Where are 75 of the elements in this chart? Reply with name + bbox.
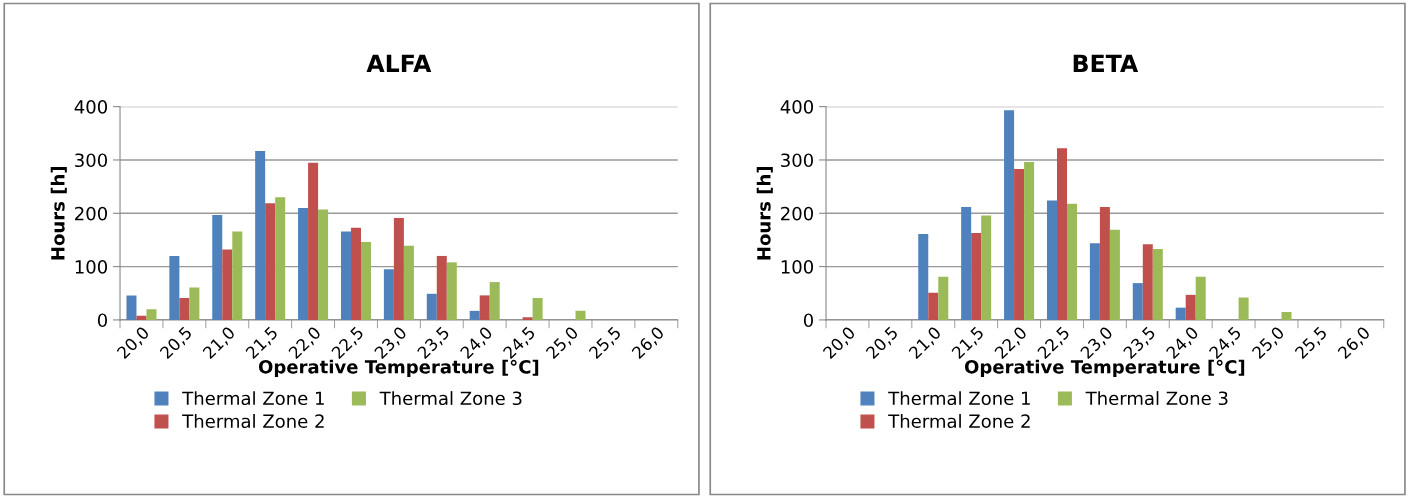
bar [383,269,394,320]
bar [436,255,447,320]
bar [426,293,437,320]
bar [1195,276,1206,320]
bar [1066,203,1077,320]
x-axis-title: Operative Temperature [°C] [964,359,1245,378]
bar [1056,148,1067,320]
bar [1109,229,1120,320]
bar [340,231,351,320]
bar [961,206,972,320]
bar [1014,169,1025,320]
bar [222,249,233,320]
bar [350,227,361,320]
bar [1238,297,1249,320]
bar [265,203,276,320]
legend-label: Thermal Zone 1 [888,391,1030,406]
bar [1132,283,1143,320]
bar [308,162,319,320]
bar [469,310,480,320]
bar [1281,311,1292,320]
bar [136,315,147,320]
bar [298,207,309,320]
bar [928,292,939,320]
legend-label: Thermal Zone 3 [1085,391,1228,406]
bar [1152,249,1163,320]
bar [212,214,223,320]
y-tick-label: 400 [780,100,814,114]
bar [232,231,243,320]
y-tick-label: 0 [803,313,814,328]
y-tick-label: 100 [75,260,108,274]
bar [360,242,371,320]
bar [479,295,490,320]
chart-title: ALFA [366,54,432,72]
y-axis-title: Hours [h] [50,167,67,260]
y-tick-label: 0 [97,313,108,328]
bar [981,215,992,320]
bar [446,262,457,320]
bar [189,287,200,320]
legend-label: Thermal Zone 3 [379,391,522,406]
bar [1089,243,1100,320]
bar [255,150,266,320]
bar [918,234,929,320]
bar [403,245,414,320]
bar [169,255,180,320]
legend-label: Thermal Zone 1 [182,391,324,406]
y-tick-label: 200 [75,206,108,221]
bar [1142,244,1153,320]
legend-label: Thermal Zone 2 [888,414,1030,428]
x-axis-title: Operative Temperature [°C] [258,359,539,378]
bar [1099,206,1110,320]
y-tick-label: 200 [781,206,814,221]
legend-label: Thermal Zone 2 [182,414,324,428]
y-tick-label: 400 [74,100,108,114]
bar [146,309,157,320]
bar [489,282,500,320]
bar [393,218,404,320]
bar [1175,307,1186,320]
bar [318,209,329,320]
y-axis-title: Hours [h] [756,167,773,260]
chart-title: BETA [1073,54,1139,72]
y-tick-label: 300 [75,153,108,168]
bar [938,276,949,320]
bar [1004,110,1015,320]
bar [1046,200,1057,320]
bar [179,298,190,320]
bar [1185,294,1196,320]
bar [532,298,543,320]
bar [1024,162,1035,320]
bar [971,233,982,320]
y-tick-label: 100 [781,260,814,274]
bar [522,317,533,320]
bar [575,310,586,320]
y-tick-label: 300 [781,153,814,168]
bar [126,295,137,320]
bar [275,197,286,320]
